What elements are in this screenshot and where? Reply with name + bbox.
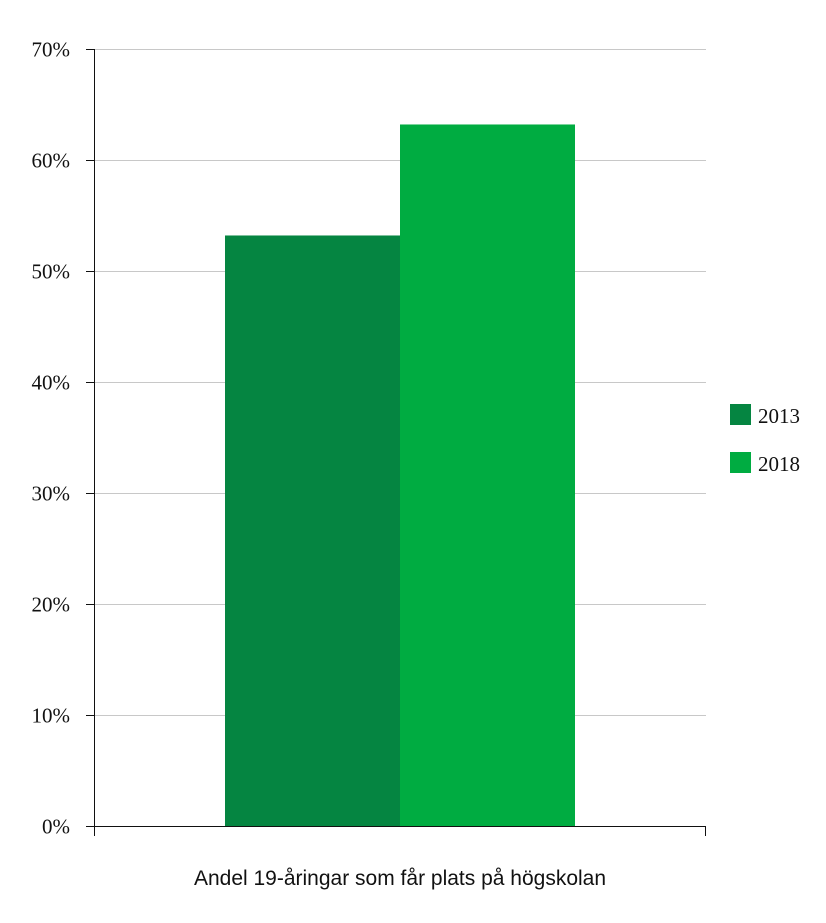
x-axis-label: Andel 19-åringar som får plats på högsko… bbox=[194, 867, 606, 890]
legend-swatch-2013 bbox=[730, 404, 751, 425]
bar-2018 bbox=[400, 124, 575, 827]
y-axis-ticks: 0% 10% 20% 30% 40% 50% 60% 70% bbox=[32, 38, 94, 839]
y-tick-label: 30% bbox=[32, 482, 71, 506]
bars bbox=[225, 124, 575, 827]
axes bbox=[94, 49, 706, 836]
y-tick-label: 0% bbox=[42, 815, 70, 839]
legend-swatch-2018 bbox=[730, 452, 751, 473]
bar-2013 bbox=[225, 235, 400, 827]
y-tick-label: 70% bbox=[32, 38, 71, 62]
legend: 2013 2018 bbox=[730, 404, 800, 476]
legend-label-2013: 2013 bbox=[758, 404, 800, 428]
y-tick-label: 20% bbox=[32, 593, 71, 617]
legend-label-2018: 2018 bbox=[758, 452, 800, 476]
y-tick-label: 40% bbox=[32, 371, 71, 395]
y-tick-label: 50% bbox=[32, 260, 71, 284]
y-tick-label: 60% bbox=[32, 149, 71, 173]
y-tick-label: 10% bbox=[32, 704, 71, 728]
